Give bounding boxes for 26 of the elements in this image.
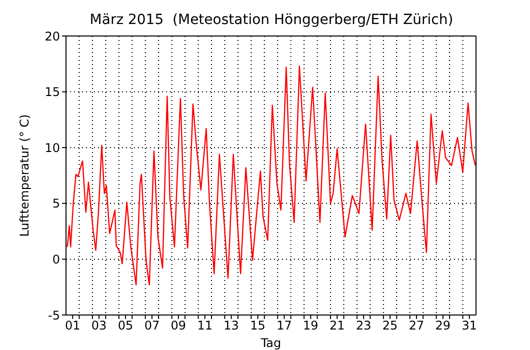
y-tick-label: 15 xyxy=(44,85,60,100)
x-tick-label: 09 xyxy=(170,318,186,333)
x-tick-label: 13 xyxy=(224,318,239,333)
x-tick-label: 11 xyxy=(197,318,213,333)
y-tick-label: 20 xyxy=(44,29,60,44)
x-tick-label: 21 xyxy=(329,318,345,333)
y-tick-label: 0 xyxy=(52,252,60,266)
y-tick-label: -5 xyxy=(48,308,60,322)
y-tick-label: 10 xyxy=(44,140,60,155)
x-tick-label: 19 xyxy=(303,318,318,333)
y-axis-title: Lufttemperatur (° C) xyxy=(17,114,32,237)
y-tick-label: 5 xyxy=(52,196,60,211)
x-axis-title: Tag xyxy=(260,336,282,350)
x-tick-label: 23 xyxy=(356,318,372,333)
x-tick-label: 25 xyxy=(382,318,398,333)
x-tick-label: 03 xyxy=(91,318,107,333)
x-tick-label: 05 xyxy=(118,318,134,333)
chart-title: März 2015 (Meteostation Hönggerberg/ETH Zürich) xyxy=(88,12,454,28)
line-series xyxy=(66,66,476,286)
x-tick-label: 29 xyxy=(435,318,451,333)
x-tick-label: 31 xyxy=(462,318,478,333)
x-tick-label: 15 xyxy=(250,318,266,333)
x-tick-label: 27 xyxy=(408,318,424,333)
x-tick-label: 17 xyxy=(276,318,292,333)
x-tick-label: 07 xyxy=(144,318,160,333)
x-tick-label: 01 xyxy=(64,318,80,333)
